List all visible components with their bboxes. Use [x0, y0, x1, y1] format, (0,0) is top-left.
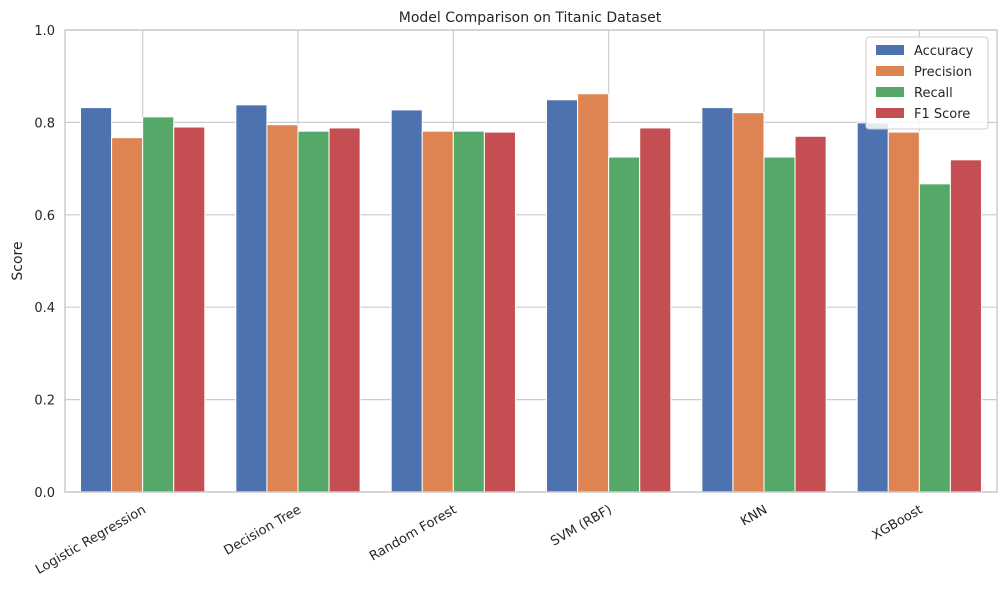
y-axis-label: Score [10, 241, 26, 280]
legend-swatch [876, 45, 904, 55]
legend-box [865, 36, 989, 130]
bar-f1-score [949, 159, 982, 493]
bar-accuracy [546, 99, 579, 493]
bar-f1-score [483, 131, 516, 493]
bar-precision [577, 93, 610, 493]
bars [80, 93, 982, 493]
bar-recall [763, 156, 796, 493]
bar-accuracy [80, 107, 113, 493]
bar-f1-score [794, 135, 827, 493]
bar-recall [142, 116, 175, 493]
chart-title: Model Comparison on Titanic Dataset [399, 10, 662, 26]
bar-accuracy [235, 104, 268, 493]
bar-accuracy [390, 109, 423, 493]
legend-label: F1 Score [914, 107, 970, 122]
y-tick-label: 0.8 [34, 116, 55, 131]
bar-precision [111, 137, 144, 493]
bar-recall [452, 130, 485, 493]
bar-accuracy [701, 107, 734, 493]
bar-f1-score [173, 126, 206, 493]
legend-swatch [876, 87, 904, 97]
bar-recall [918, 183, 951, 493]
x-tick-label: Decision Tree [222, 502, 304, 558]
bar-accuracy [856, 122, 889, 493]
x-tick-label: XGBoost [870, 502, 926, 543]
plot-frame [64, 29, 998, 493]
legend: Accuracy Precision Recall F1 Score [865, 36, 989, 130]
bar-precision [421, 130, 454, 493]
bar-recall [608, 156, 641, 493]
legend-swatch [876, 108, 904, 118]
y-tick-label: 0.6 [34, 209, 55, 224]
bar-f1-score [328, 127, 361, 493]
y-tick-label: 0.0 [34, 486, 55, 501]
legend-label: Recall [914, 86, 953, 101]
y-tick-label: 1.0 [34, 24, 55, 39]
y-tick-label: 0.2 [34, 394, 55, 409]
bar-precision [887, 131, 920, 493]
x-tick-label: SVM (RBF) [548, 502, 614, 549]
bar-recall [297, 130, 330, 493]
x-tick-label: Random Forest [367, 502, 459, 564]
x-tick-label: KNN [738, 502, 770, 529]
legend-label: Precision [914, 65, 972, 80]
x-tick-label: Logistic Regression [33, 502, 148, 577]
bar-precision [266, 124, 299, 493]
legend-swatch [876, 66, 904, 76]
bar-f1-score [639, 127, 672, 493]
legend-label: Accuracy [914, 44, 974, 59]
bar-precision [732, 112, 765, 493]
y-tick-label: 0.4 [34, 301, 55, 316]
